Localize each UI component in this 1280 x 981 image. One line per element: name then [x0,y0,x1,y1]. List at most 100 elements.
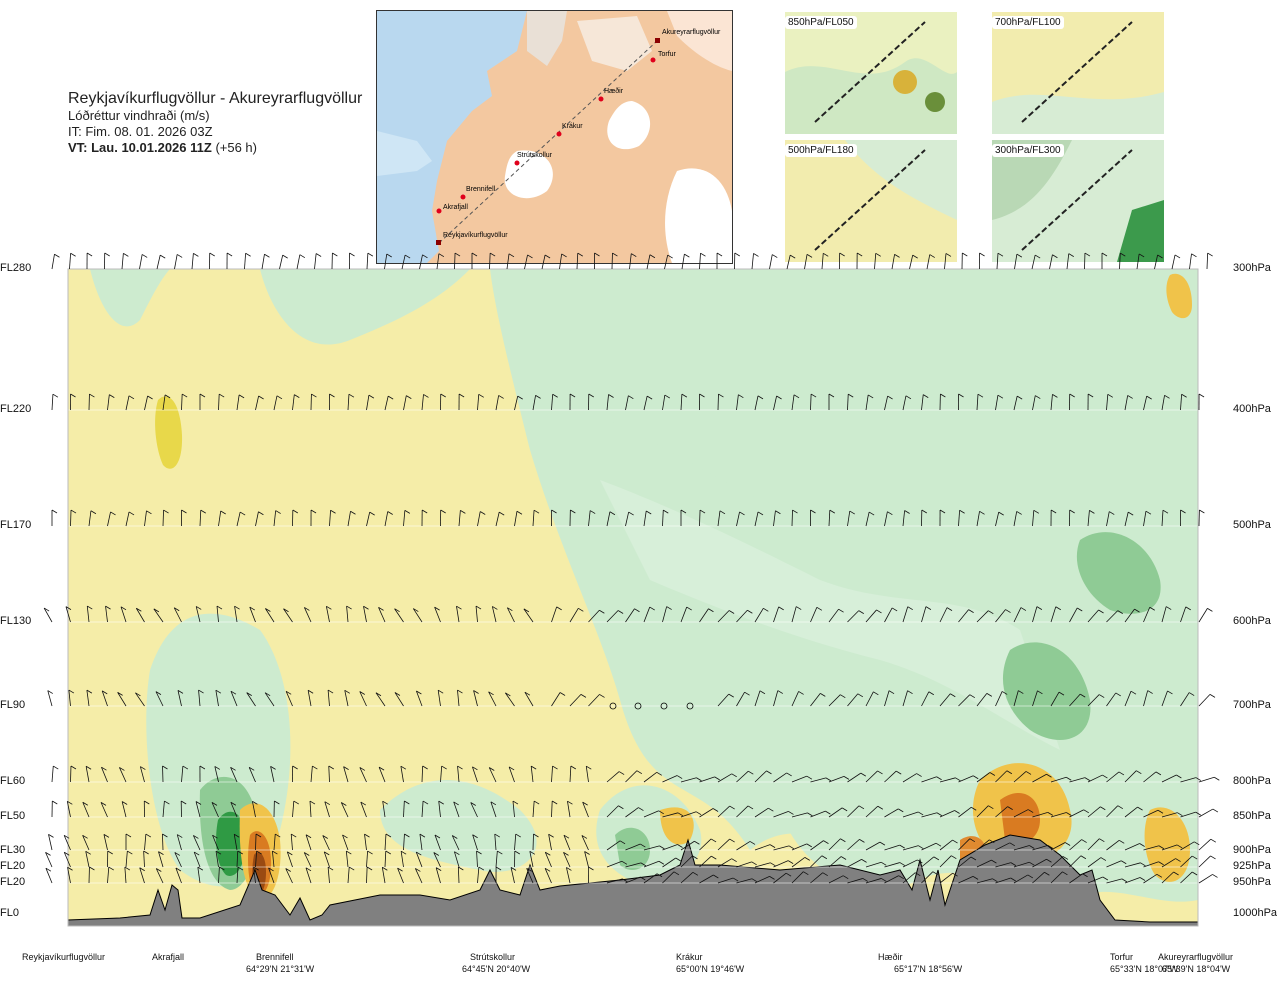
wind-barb-feather [1066,776,1072,781]
wind-barb [45,868,53,884]
wind-barb [548,834,552,851]
wind-barb-feather [419,833,426,838]
wind-barb [1013,396,1018,411]
wind-barb-feather [123,253,129,257]
wind-barb [433,852,441,868]
wind-barb-feather [422,254,428,259]
wind-barb-feather [788,845,795,850]
wind-barb [902,773,917,783]
wind-barb-feather [998,511,1004,516]
wind-barb [939,839,953,851]
wind-barb [453,801,460,818]
wind-barb-feather [1033,509,1040,514]
wind-barb-feather [45,852,51,856]
wind-barb [773,772,787,783]
wind-barb-feather [104,252,110,257]
wind-barb-feather [757,511,764,516]
wind-barb-feather [367,850,373,855]
wind-barb [828,856,842,868]
wind-barb-feather [416,851,422,856]
wind-barb-feather [822,872,828,877]
wind-barb-feather [1025,771,1032,775]
wind-barb-feather [404,254,411,259]
wind-barb [569,766,572,783]
wind-barb-feather [265,608,271,612]
wind-barb-feather [680,509,687,514]
wind-barb-feather [1066,812,1072,816]
wind-barb [874,253,877,270]
wind-barb-feather [1016,511,1022,515]
wind-barb [699,808,714,818]
wind-barb [1013,607,1022,623]
wind-barb-feather [437,689,444,694]
wind-barb [477,867,480,884]
wind-barb-feather [234,605,240,610]
wind-barb-feather [894,254,900,258]
wind-barb [958,694,971,707]
wind-barb [1124,770,1137,783]
wind-barb-feather [195,801,202,805]
wind-barb-feather [1207,608,1213,612]
wind-barb-feather [454,252,461,257]
wind-barb [643,510,647,527]
wind-barb-feather [649,254,656,259]
wind-barb [1087,510,1090,527]
wind-barb [193,851,201,868]
wind-barb-feather [128,395,135,400]
wind-barb-feather [1109,511,1115,515]
wind-barb-feather [508,253,515,258]
wind-barb [791,857,806,868]
wind-barb-feather [876,609,882,614]
wind-barb-feather [989,772,996,776]
wind-barb-feather [904,510,910,514]
wind-barb [995,770,1008,783]
wind-barb-feather [1164,394,1170,399]
wind-barb [717,693,730,707]
wind-barb-feather [988,805,994,810]
wind-barb [569,694,582,707]
map-label-haedir: Hæðir [604,88,624,95]
wind-barb [48,834,53,851]
wind-barb [1050,842,1066,851]
wind-barb-feather [804,857,811,861]
wind-barb [359,691,367,707]
wind-barb [995,691,1003,707]
wind-barb-feather [1167,690,1173,695]
wind-barb [909,255,914,270]
wind-barb [1050,856,1064,868]
wind-barb-feather [962,252,968,257]
wind-barb [828,510,831,527]
wind-barb [1161,510,1164,527]
wind-barb [1014,254,1018,270]
wind-barb-feather [332,252,338,257]
wind-barb-feather [728,693,734,698]
wind-barb-feather [968,609,974,613]
wind-barb-feather [731,858,737,863]
wind-barb [736,878,753,884]
wind-barb [416,690,423,707]
wind-barb [680,855,693,868]
wind-barb [1106,771,1120,783]
wind-barb-feather [385,850,391,855]
wind-barb [791,394,795,411]
wind-barb-feather [226,252,233,257]
wind-barb-feather [141,254,148,258]
wind-barb-feather [810,509,816,514]
wind-barb-feather [619,840,626,845]
wind-barb-feather [973,775,979,780]
wind-barb-feather [285,690,292,695]
wind-barb [273,395,278,411]
wind-barb-feather [936,776,942,781]
wind-barb-feather [215,850,222,855]
wind-barb [473,690,478,707]
wind-barb [1032,844,1048,851]
wind-barb-feather [1127,395,1133,399]
wind-barb [139,867,145,884]
mini-map-300-label: 300hPa/FL300 [992,144,1064,157]
wind-barb-feather [404,833,410,838]
wind-barb [625,608,635,623]
mini-map-500: 500hPa/FL180 [785,140,957,262]
wind-barb-feather [128,511,135,516]
wind-barb-feather [153,608,160,613]
wind-barb-feather [1136,770,1142,775]
